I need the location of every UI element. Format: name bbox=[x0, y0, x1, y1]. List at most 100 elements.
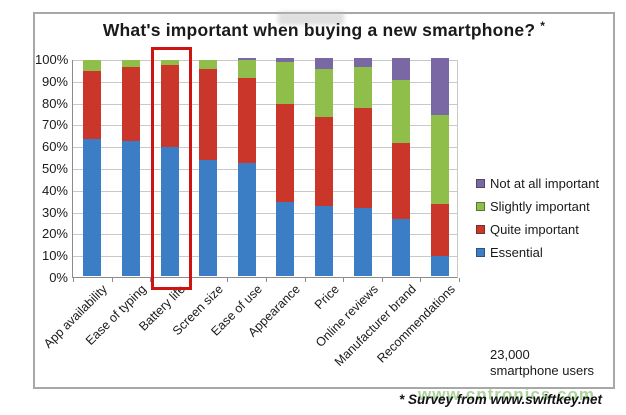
legend-item: Not at all important bbox=[476, 172, 599, 195]
plot-area bbox=[72, 58, 460, 282]
bar-app-availability bbox=[83, 58, 102, 276]
bar-segment-slightly-important bbox=[276, 62, 295, 104]
faint-watermark-smudge bbox=[278, 12, 344, 25]
bar-segment-quite-important bbox=[430, 204, 449, 257]
bar-segment-quite-important bbox=[392, 143, 411, 220]
legend-label: Slightly important bbox=[490, 199, 590, 214]
chart-frame: What's important when buying a new smart… bbox=[33, 12, 615, 389]
x-axis-tick bbox=[420, 278, 422, 282]
bar-segment-essential bbox=[430, 256, 449, 276]
gridline bbox=[73, 81, 457, 83]
bar-segment-essential bbox=[199, 160, 218, 276]
bar-segment-slightly-important bbox=[353, 66, 372, 109]
bar-ease-of-use bbox=[237, 58, 256, 276]
bar-segment-not-at-all-important bbox=[430, 58, 449, 115]
x-axis-tick bbox=[304, 278, 306, 282]
gridline bbox=[73, 234, 457, 236]
legend-label: Quite important bbox=[490, 222, 579, 237]
gridline bbox=[73, 169, 457, 170]
bar-segment-quite-important bbox=[160, 64, 179, 148]
x-axis-tick bbox=[150, 278, 152, 282]
title-asterisk: * bbox=[540, 19, 546, 33]
legend-item: Slightly important bbox=[476, 195, 599, 218]
y-axis-label: 80% bbox=[41, 95, 68, 111]
source-note: * Survey from www.swiftkey.net bbox=[398, 392, 602, 407]
bar-segment-not-at-all-important bbox=[353, 58, 372, 67]
bar-segment-essential bbox=[160, 147, 179, 276]
bar-segment-slightly-important bbox=[237, 60, 256, 78]
y-axis-label: 60% bbox=[41, 139, 68, 155]
site-watermark: www.cntronics.com bbox=[418, 385, 595, 404]
bar-ease-of-typing bbox=[121, 58, 140, 276]
x-axis-tick bbox=[381, 278, 383, 282]
x-axis-tick bbox=[73, 278, 74, 282]
bar-segment-essential bbox=[121, 140, 140, 276]
gridline bbox=[73, 212, 457, 214]
gridline bbox=[73, 190, 457, 192]
bar-segment-not-at-all-important bbox=[392, 58, 411, 80]
bar-segment-slightly-important bbox=[160, 60, 179, 65]
legend-item: Quite important bbox=[476, 218, 599, 241]
legend: Not at all important Slightly important Qu… bbox=[476, 172, 599, 264]
gridline bbox=[73, 60, 457, 61]
sample-size-note: 23,000 smartphone users bbox=[490, 347, 595, 378]
y-axis-label: 10% bbox=[41, 248, 68, 264]
gridline bbox=[73, 125, 457, 127]
bar-screen-size bbox=[199, 58, 218, 276]
bar-segment-slightly-important bbox=[121, 60, 140, 67]
bar-battery-life bbox=[160, 58, 179, 276]
bar-price bbox=[314, 58, 333, 276]
bar-segment-not-at-all-important bbox=[237, 58, 256, 61]
y-axis-label: 30% bbox=[41, 204, 68, 220]
y-axis-label: 100% bbox=[35, 52, 69, 67]
bar-manufacturer-brand bbox=[392, 58, 411, 276]
bar-segment-quite-important bbox=[83, 71, 102, 139]
y-axis-label: 20% bbox=[41, 226, 68, 242]
bar-segment-slightly-important bbox=[199, 60, 218, 69]
y-axis-label: 0% bbox=[49, 270, 68, 285]
legend-swatch-icon bbox=[476, 248, 485, 257]
bar-segment-quite-important bbox=[237, 77, 256, 163]
bar-recommendations bbox=[430, 58, 449, 276]
x-axis-tick bbox=[343, 278, 345, 282]
bar-segment-slightly-important bbox=[83, 60, 102, 72]
y-axis-label: 40% bbox=[41, 182, 68, 198]
highlight-box-battery-life bbox=[151, 47, 192, 290]
bar-segment-essential bbox=[392, 219, 411, 276]
bar-segment-quite-important bbox=[314, 116, 333, 207]
bar-segment-quite-important bbox=[199, 68, 218, 161]
bar-segment-quite-important bbox=[276, 103, 295, 202]
bar-segment-quite-important bbox=[121, 66, 140, 141]
bar-segment-slightly-important bbox=[430, 114, 449, 205]
legend-label: Not at all important bbox=[490, 176, 600, 191]
bar-online-reviews bbox=[353, 58, 372, 276]
gridline bbox=[73, 256, 457, 258]
bar-segment-quite-important bbox=[353, 108, 372, 209]
legend-item: Essential bbox=[476, 241, 599, 264]
bar-segment-essential bbox=[276, 201, 295, 276]
bar-segment-essential bbox=[353, 208, 372, 276]
x-axis-tick bbox=[111, 278, 113, 282]
legend-label: Essential bbox=[490, 245, 543, 260]
legend-swatch-icon bbox=[476, 225, 485, 234]
bar-segment-essential bbox=[314, 206, 333, 276]
gridline bbox=[73, 103, 457, 105]
chart-title: What's important when buying a new smart… bbox=[35, 19, 613, 41]
bar-segment-not-at-all-important bbox=[276, 58, 295, 63]
legend-swatch-icon bbox=[476, 179, 485, 188]
bar-segment-essential bbox=[237, 162, 256, 276]
chart-title-text: What's important when buying a new smart… bbox=[102, 20, 536, 40]
gridline bbox=[73, 147, 457, 149]
bar-segment-not-at-all-important bbox=[314, 58, 333, 69]
x-axis-tick bbox=[266, 278, 267, 282]
y-axis-label: 50% bbox=[41, 161, 68, 176]
bar-segment-slightly-important bbox=[392, 79, 411, 144]
x-axis-tick bbox=[459, 278, 460, 282]
bar-appearance bbox=[276, 58, 295, 276]
y-axis-label: 90% bbox=[41, 73, 68, 89]
y-axis-label: 70% bbox=[41, 117, 68, 133]
x-axis-tick bbox=[227, 278, 229, 282]
bar-segment-slightly-important bbox=[314, 68, 333, 117]
legend-swatch-icon bbox=[476, 202, 485, 211]
bar-segment-essential bbox=[83, 138, 102, 276]
